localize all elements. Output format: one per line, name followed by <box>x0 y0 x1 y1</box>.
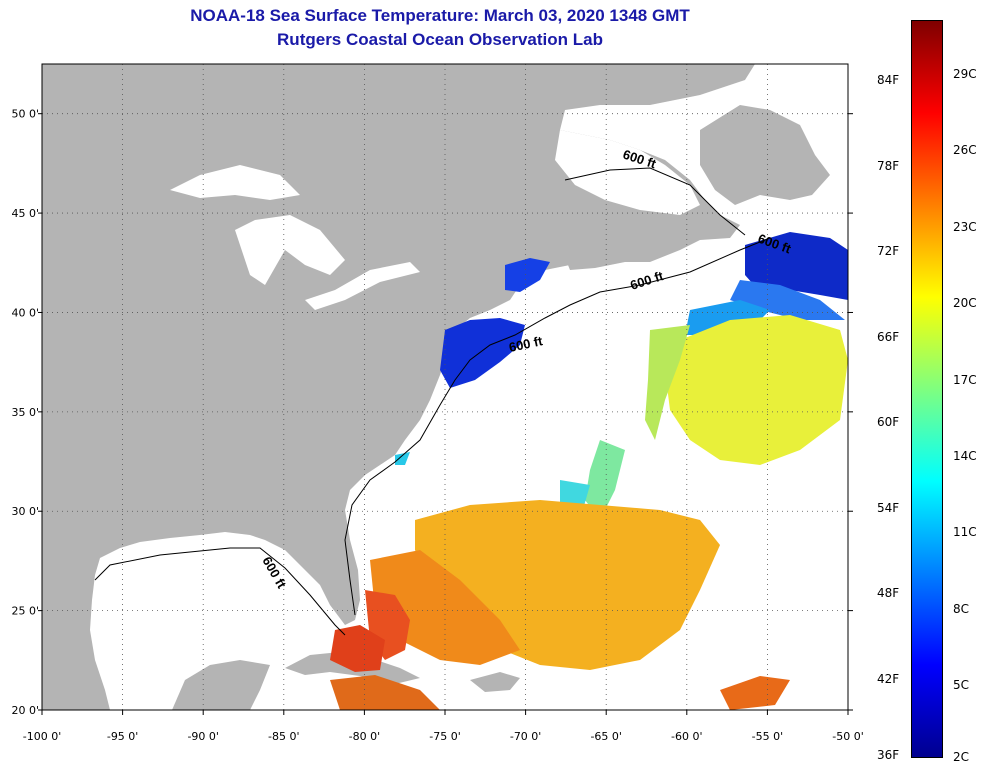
colorbar-c-label: 29C <box>953 67 977 81</box>
sst-subtropical <box>330 500 790 710</box>
map-axes: -100 0' -95 0' -90 0' -85 0' -80 0' -75 0' -70… <box>11 108 863 743</box>
lat-tick-label: 20 0' <box>11 704 39 717</box>
newfoundland-land <box>700 105 830 205</box>
colorbar-f-label: 66F <box>877 329 900 344</box>
colorbar-c-label: 5C <box>953 678 970 693</box>
colorbar-c-label: 23C <box>953 219 977 234</box>
sst-cold-shelf <box>440 232 848 388</box>
map-subtitle: Rutgers Coastal Ocean Observation Lab <box>277 30 603 49</box>
yucatan-land <box>172 660 270 710</box>
st-lawrence-gulf <box>555 130 700 215</box>
colorbar-c-label: 11C <box>953 525 977 540</box>
lake-superior <box>170 165 300 200</box>
colorbar-c-label: 17C <box>953 372 977 387</box>
hispaniola-land <box>470 672 520 692</box>
colorbar-c-label: 26C <box>953 143 977 158</box>
colorbar-c-label: 8C <box>953 601 970 616</box>
lat-tick-label: 40 0' <box>11 306 39 319</box>
contour-label-600ft: 600 ft <box>508 333 545 355</box>
lat-tick-label: 30 0' <box>11 505 39 518</box>
lon-tick-label: -60 0' <box>671 730 703 743</box>
contour-label-600ft: 600 ft <box>628 268 666 293</box>
depth-contour-gulf-stream-edge <box>564 167 746 236</box>
colorbar-f-label: 60F <box>877 415 900 429</box>
lon-tick-label: -100 0' <box>23 730 61 743</box>
lon-tick-label: -75 0' <box>429 730 461 743</box>
colorbar-f-label: 84F <box>877 73 900 87</box>
lon-tick-label: -85 0' <box>268 730 300 743</box>
lake-michigan-huron <box>235 215 345 285</box>
lat-tick-label: 35 0' <box>11 406 39 419</box>
lon-tick-label: -70 0' <box>510 730 542 743</box>
colorbar-f-label: 54F <box>877 500 900 515</box>
north-america-land <box>42 64 755 710</box>
sst-gulf-stream <box>395 315 848 525</box>
lon-tick-label: -95 0' <box>107 730 139 743</box>
lat-tick-label: 25 0' <box>11 605 39 618</box>
colorbar-f-label: 42F <box>877 671 900 686</box>
lake-erie-ontario <box>305 262 420 310</box>
lon-tick-label: -50 0' <box>832 730 864 743</box>
colorbar-c-label: 2C <box>953 750 970 764</box>
colorbar-c-label: 20C <box>953 296 977 311</box>
contour-label-600ft: 600 ft <box>259 554 289 591</box>
lat-tick-label: 50 0' <box>11 108 39 121</box>
lon-tick-label: -90 0' <box>187 730 219 743</box>
lat-tick-label: 45 0' <box>11 207 39 220</box>
colorbar-c-label: 14C <box>953 449 977 463</box>
depth-contour-600ft <box>94 237 771 636</box>
maritimes-land <box>560 228 690 270</box>
colorbar-f-label: 72F <box>877 244 900 258</box>
colorbar-f-label: 48F <box>877 586 900 600</box>
colorbar-f-label: 36F <box>877 748 900 762</box>
map-title: NOAA-18 Sea Surface Temperature: March 0… <box>190 6 690 25</box>
lon-tick-label: -80 0' <box>349 730 381 743</box>
lon-tick-label: -65 0' <box>590 730 622 743</box>
lon-tick-label: -55 0' <box>752 730 784 743</box>
colorbar <box>911 20 943 758</box>
colorbar-f-label: 78F <box>877 158 900 173</box>
